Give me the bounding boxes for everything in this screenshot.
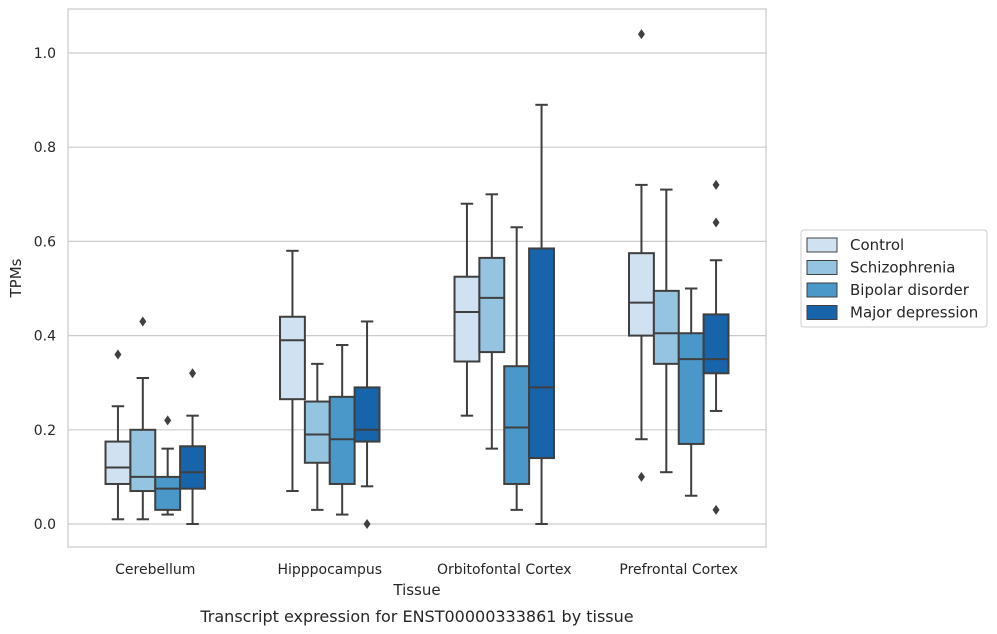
box-schizophrenia — [652, 188, 680, 474]
box-bipolar-disorder — [677, 287, 705, 497]
outlier-marker — [114, 349, 122, 360]
box-bipolar-disorder — [328, 344, 356, 516]
legend: Control Schizophrenia Bipolar disorder Majo… — [800, 229, 988, 328]
boxes — [104, 29, 730, 529]
chart-caption: Transcript expression for ENST0000033386… — [199, 607, 633, 626]
outlier-marker — [712, 179, 720, 190]
box-body — [453, 275, 481, 363]
outlier-marker — [139, 316, 147, 327]
box-body — [528, 247, 555, 460]
legend-swatch — [806, 260, 838, 275]
box-body — [353, 386, 381, 443]
legend-frame — [800, 229, 988, 328]
legend-swatch — [806, 237, 838, 253]
legend-swatch — [806, 305, 838, 320]
box-control — [279, 249, 306, 493]
box-body — [478, 256, 506, 354]
outlier-marker — [363, 519, 371, 529]
x-tick-label: Orbitofontal Cortex — [437, 562, 572, 578]
box-schizophrenia — [303, 362, 331, 511]
box-body — [129, 428, 157, 493]
outlier-marker — [637, 29, 645, 40]
box-major-depression — [179, 368, 206, 525]
box-major-depression — [702, 179, 730, 515]
outlier-marker — [164, 415, 172, 426]
legend-label: Control — [850, 236, 904, 254]
y-tick-label: 0.6 — [34, 234, 56, 250]
x-axis-label: Tissue — [392, 581, 440, 599]
y-tick-label: 0.4 — [34, 329, 56, 345]
box-body — [702, 313, 730, 375]
x-tick-label: Hipppocampus — [277, 562, 382, 578]
box-bipolar-disorder — [154, 415, 182, 516]
legend-label: Schizophrenia — [850, 259, 955, 277]
y-tick-label: 0.0 — [34, 517, 56, 533]
box-body — [154, 475, 182, 511]
y-axis-label: TPMs — [7, 258, 25, 298]
box-major-depression — [528, 103, 555, 525]
gridlines — [68, 52, 766, 525]
box-bipolar-disorder — [503, 226, 531, 511]
legend-label: Bipolar disorder — [850, 281, 970, 299]
box-body — [328, 395, 356, 485]
outlier-marker — [637, 471, 645, 482]
box-schizophrenia — [478, 193, 506, 450]
box-major-depression — [353, 320, 381, 529]
box-control — [453, 202, 481, 417]
y-tick-label: 1.0 — [34, 46, 56, 62]
box-body — [652, 289, 680, 365]
box-body — [303, 400, 331, 464]
y-tick-label: 0.2 — [34, 423, 56, 439]
outlier-marker — [712, 217, 720, 228]
box-body — [628, 252, 655, 337]
box-body — [279, 315, 306, 401]
plot-area — [67, 8, 767, 548]
tick-labels: 0.0 0.2 0.4 0.6 0.8 1.0 Cerebellum Hipppocampus… — [34, 46, 738, 578]
x-tick-label: Prefrontal Cortex — [619, 562, 738, 578]
box-body — [104, 440, 132, 485]
box-body — [503, 365, 531, 485]
box-body — [677, 332, 705, 445]
box-schizophrenia — [129, 316, 157, 521]
outlier-marker — [189, 368, 197, 379]
x-tick-label: Cerebellum — [115, 562, 195, 578]
outlier-marker — [712, 504, 720, 515]
legend-swatch — [806, 282, 838, 298]
box-body — [179, 445, 206, 490]
legend-label: Major depression — [850, 304, 978, 322]
y-tick-label: 0.8 — [34, 140, 56, 156]
